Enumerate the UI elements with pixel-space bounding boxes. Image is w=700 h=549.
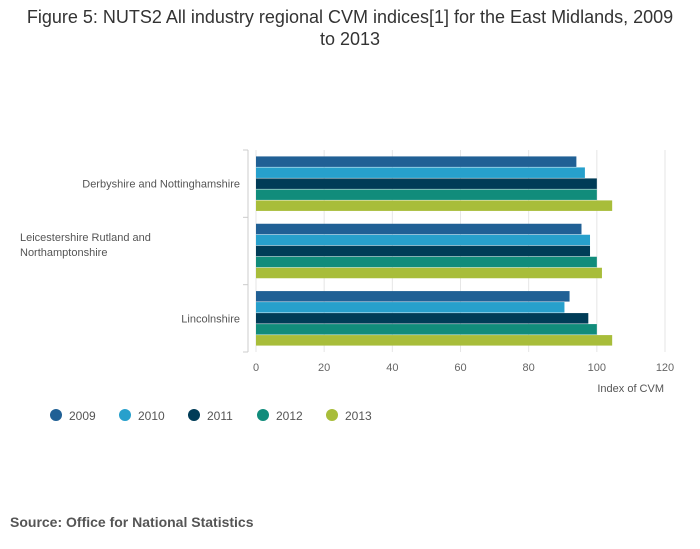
x-axis-title: Index of CVM xyxy=(597,383,664,395)
bar-2010 xyxy=(256,234,591,246)
source-note: Source: Office for National Statistics xyxy=(10,514,254,530)
bar-2011 xyxy=(256,245,591,257)
legend-label: 2010 xyxy=(138,409,165,423)
bars xyxy=(256,156,613,346)
bar-2012 xyxy=(256,256,597,268)
bar-2013 xyxy=(256,335,613,346)
legend-marker xyxy=(188,409,200,421)
x-tick-label: 100 xyxy=(588,362,606,374)
bar-2011 xyxy=(256,178,597,189)
bar-2013 xyxy=(256,267,602,279)
bar-2012 xyxy=(256,324,597,335)
chart-title: Figure 5: NUTS2 All industry regional CV… xyxy=(26,7,674,49)
legend-label: 2012 xyxy=(276,409,303,423)
legend-marker xyxy=(326,409,338,421)
x-tick-label: 0 xyxy=(253,362,259,374)
bar-2009 xyxy=(256,291,570,302)
bar-2009 xyxy=(256,156,577,167)
x-tick-labels: 0 20 40 60 80 100 120 xyxy=(253,362,674,374)
bar-2012 xyxy=(256,189,597,200)
bar-2010 xyxy=(256,167,585,178)
category-label: Derbyshire and Nottinghamshire xyxy=(82,179,240,191)
category-label: Leicestershire Rutland and Northamptonshi… xyxy=(20,232,151,259)
legend-label: 2013 xyxy=(345,409,372,423)
category-labels: Derbyshire and Nottinghamshire Leicesters… xyxy=(20,179,240,326)
bar-2010 xyxy=(256,302,565,313)
bar-2009 xyxy=(256,223,582,235)
legend: 2009 2010 2011 2012 2013 xyxy=(50,409,372,423)
bar-2013 xyxy=(256,200,613,211)
legend-marker xyxy=(119,409,131,421)
bar-2011 xyxy=(256,313,589,324)
x-tick-label: 120 xyxy=(656,362,674,374)
x-tick-label: 60 xyxy=(454,362,466,374)
category-label: Lincolnshire xyxy=(181,313,240,325)
legend-label: 2011 xyxy=(207,409,233,423)
legend-marker xyxy=(257,409,269,421)
x-tick-label: 80 xyxy=(523,362,535,374)
legend-label: 2009 xyxy=(69,409,96,423)
x-tick-label: 20 xyxy=(318,362,330,374)
x-tick-label: 40 xyxy=(386,362,398,374)
legend-marker xyxy=(50,409,62,421)
